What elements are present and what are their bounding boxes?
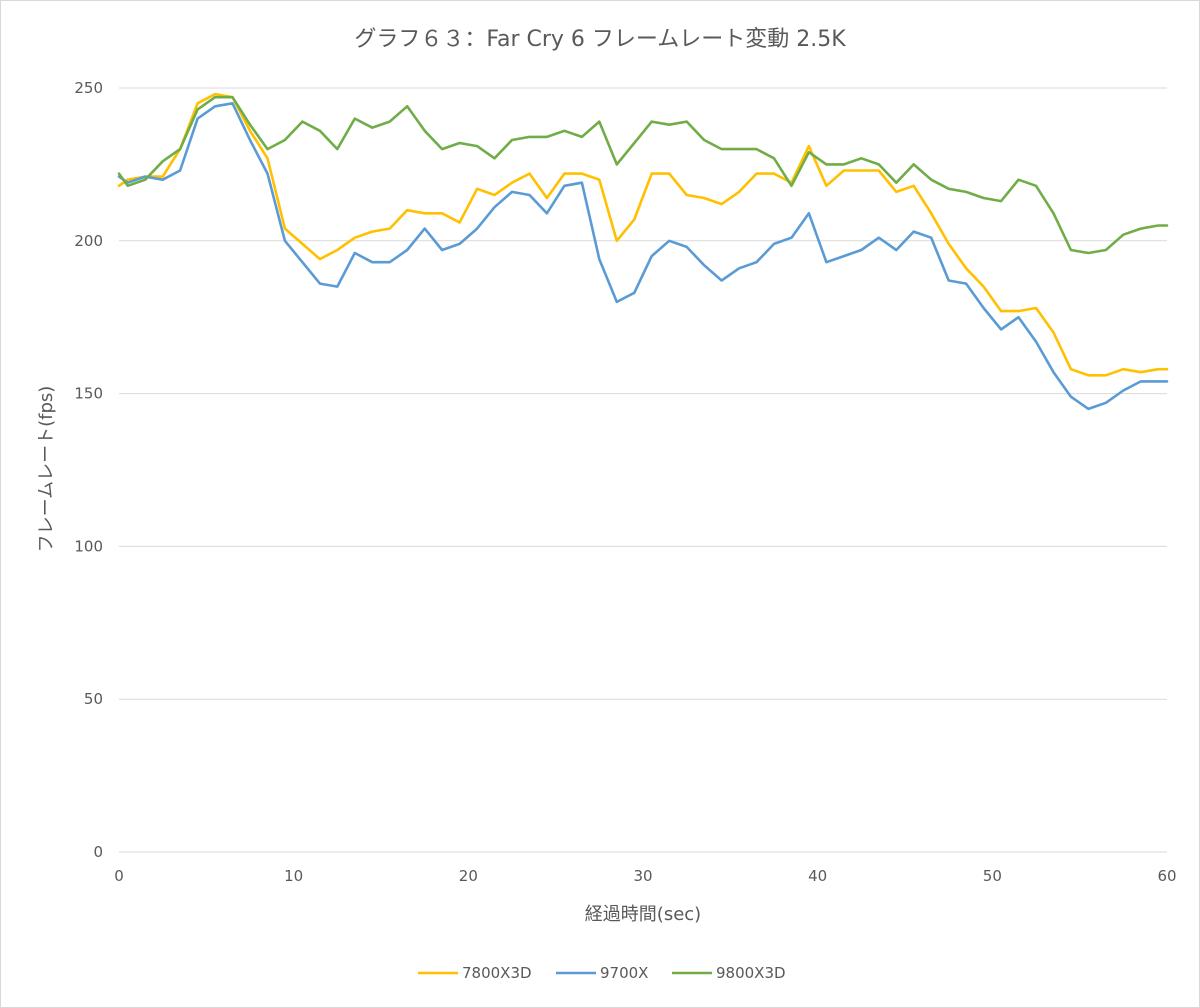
y-tick-label: 200 xyxy=(74,232,103,250)
gridlines xyxy=(119,87,1167,853)
y-tick-label: 250 xyxy=(74,79,103,97)
x-tick-label: 40 xyxy=(808,867,827,885)
series-line-7800x3d xyxy=(117,92,1169,377)
x-tick-label: 0 xyxy=(114,867,124,885)
legend-label: 7800X3D xyxy=(462,964,532,982)
x-axis-title: 経過時間(sec) xyxy=(585,904,701,925)
series-line-9800x3d xyxy=(117,95,1169,255)
chart-title: グラフ６３：Far Cry 6 フレームレート変動 2.5K xyxy=(354,27,846,52)
y-axis-title: フレームレート(fps) xyxy=(36,386,57,553)
x-tick-label: 10 xyxy=(284,867,303,885)
y-tick-label: 100 xyxy=(74,537,103,555)
y-tick-label: 150 xyxy=(74,385,103,403)
series-line-9700x xyxy=(117,102,1169,411)
x-tick-label: 60 xyxy=(1157,867,1176,885)
series-lines xyxy=(117,92,1169,411)
y-axis-ticks: 0 50 100 150 200 250 xyxy=(74,79,103,861)
x-tick-label: 20 xyxy=(459,867,478,885)
legend-label: 9700X xyxy=(600,964,648,982)
x-tick-label: 30 xyxy=(633,867,652,885)
x-tick-label: 50 xyxy=(983,867,1002,885)
y-tick-label: 0 xyxy=(93,843,103,861)
legend: 7800X3D 9700X 9800X3D xyxy=(418,964,786,982)
x-axis-ticks: 0 10 20 30 40 50 60 xyxy=(114,867,1176,885)
y-tick-label: 50 xyxy=(84,690,103,708)
legend-label: 9800X3D xyxy=(716,964,786,982)
